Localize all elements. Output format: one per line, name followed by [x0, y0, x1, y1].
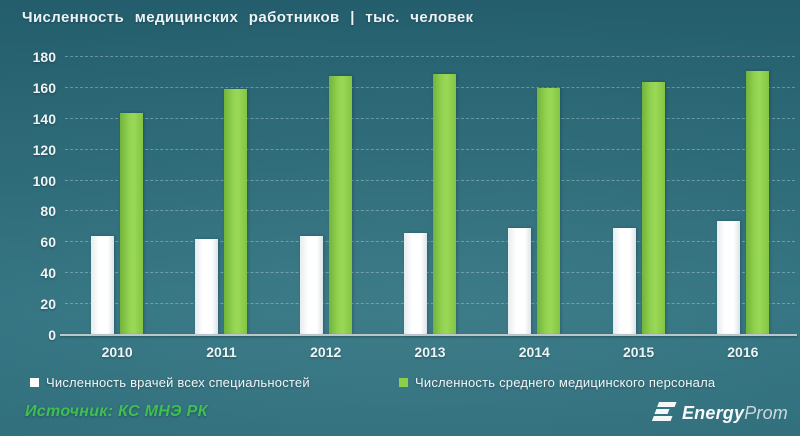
gridline-60 — [65, 241, 795, 243]
bar-group-2015 — [586, 57, 690, 335]
y-tick-label-160: 160 — [32, 79, 56, 96]
brand-text-light: Prom — [744, 402, 788, 423]
x-tick-label-2011: 2011 — [206, 344, 237, 360]
x-axis-line — [60, 334, 797, 336]
energyprom-logo: EnergyProm — [651, 401, 788, 425]
legend-swatch-doctors — [30, 378, 39, 387]
bar-nurses-2011 — [224, 89, 248, 335]
bar-nurses-2012 — [328, 75, 352, 335]
bar-group-2011 — [169, 57, 273, 335]
legend-item-nurses: Численность среднего медицинского персон… — [399, 375, 715, 390]
gridline-180 — [65, 56, 795, 57]
bar-doctors-2016 — [716, 220, 740, 335]
bar-doctors-2013 — [403, 233, 427, 335]
legend-swatch-nurses — [399, 378, 408, 387]
y-tick-label-60: 60 — [40, 234, 56, 251]
x-tick-label-2016: 2016 — [727, 344, 759, 360]
brand-text-bold: Energy — [681, 402, 745, 423]
gridline-120 — [65, 148, 795, 150]
gridline-80 — [65, 210, 795, 212]
x-tick-label-2010: 2010 — [101, 344, 133, 360]
x-axis-labels: 2010 2011 2012 2013 2014 2015 2016 — [65, 344, 795, 360]
bar-nurses-2014 — [537, 87, 561, 335]
gridline-40 — [65, 272, 795, 274]
brand-text: EnergyProm — [682, 403, 788, 424]
y-tick-label-40: 40 — [40, 265, 56, 282]
legend-item-doctors: Численность врачей всех специальностей — [30, 375, 310, 390]
bar-group-2016 — [691, 57, 795, 335]
y-tick-label-0: 0 — [48, 327, 56, 343]
legend-label-doctors: Численность врачей всех специальностей — [46, 375, 310, 390]
source-note: Источник: КС МНЭ РК — [25, 403, 208, 420]
energyprom-logo-icon — [651, 401, 677, 425]
bar-nurses-2013 — [432, 74, 456, 335]
y-tick-label-140: 140 — [32, 110, 56, 127]
x-tick-label-2015: 2015 — [622, 344, 655, 360]
y-tick-label-100: 100 — [32, 172, 56, 189]
x-tick-label-2013: 2013 — [414, 344, 446, 360]
gridline-20 — [65, 303, 795, 305]
bar-doctors-2014 — [508, 228, 532, 335]
bar-nurses-2015 — [641, 81, 665, 335]
bar-nurses-2016 — [745, 70, 769, 335]
y-tick-label-120: 120 — [32, 141, 56, 158]
legend-label-nurses: Численность среднего медицинского персон… — [415, 375, 716, 390]
gridline-140 — [65, 117, 795, 119]
chart-title: Численность медицинских работников | тыс… — [22, 9, 474, 26]
y-tick-label-80: 80 — [40, 203, 56, 220]
bar-doctors-2011 — [195, 239, 219, 335]
bar-group-2013 — [378, 57, 482, 335]
bar-nurses-2010 — [120, 112, 144, 335]
x-tick-label-2012: 2012 — [310, 344, 342, 360]
gridline-100 — [65, 179, 795, 181]
plot-area — [60, 56, 797, 336]
gridline-160 — [65, 86, 795, 88]
bar-doctors-2010 — [91, 236, 115, 335]
y-tick-label-20: 20 — [40, 296, 56, 313]
bar-doctors-2012 — [299, 236, 323, 335]
y-tick-label-180: 180 — [32, 49, 56, 65]
x-tick-label-2014: 2014 — [518, 344, 550, 360]
bar-group-2012 — [274, 57, 378, 335]
bar-group-2010 — [65, 57, 169, 335]
bar-group-2014 — [482, 57, 586, 335]
bar-series — [65, 57, 795, 335]
bar-doctors-2015 — [612, 228, 636, 335]
